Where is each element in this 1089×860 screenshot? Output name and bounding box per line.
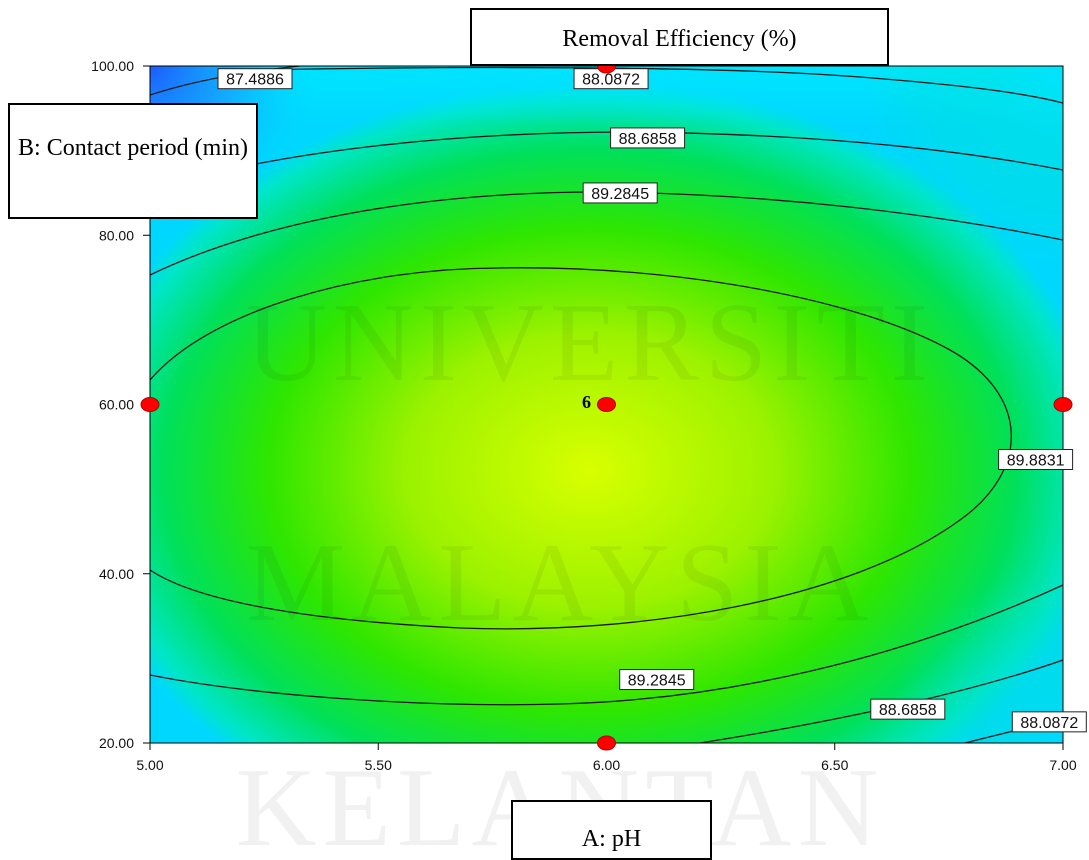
contour-label-box — [870, 698, 946, 720]
contour-label: 88.6858 — [870, 698, 946, 720]
x-tick-label: 5.00 — [136, 757, 163, 773]
contour-label: 89.2845 — [582, 182, 658, 204]
design-point — [597, 397, 616, 412]
x-tick-label: 6.50 — [821, 757, 848, 773]
contour-label-text: 87.4886 — [226, 72, 284, 89]
y-tick-label: 80.00 — [99, 227, 134, 243]
contour-label-box — [619, 669, 695, 691]
contour-label-text: 89.2845 — [628, 673, 686, 690]
contour-line-88.0872-upper — [259, 66, 1063, 104]
contour-label-box — [217, 68, 293, 90]
contour-label: 88.6858 — [610, 127, 686, 149]
y-axis-label: B: Contact period (min) — [8, 103, 258, 219]
contour-labels: 87.4886 88.0872 88.6858 89.2845 89.8831 89.28… — [217, 68, 1087, 733]
contour-label-text: 88.6858 — [879, 702, 937, 719]
x-tick-label: 6.00 — [593, 757, 620, 773]
contour-label: 88.0872 — [1011, 711, 1087, 733]
design-point — [140, 397, 160, 412]
contour-line-89.2845-lower — [150, 584, 1063, 706]
design-points — [140, 58, 1073, 751]
contour-line-89.8831 — [150, 267, 1012, 630]
x-axis-label: A: pH — [511, 800, 712, 860]
contour-label: 89.8831 — [998, 449, 1074, 471]
x-tick-label: 5.50 — [365, 757, 392, 773]
contour-label: 87.4886 — [217, 68, 293, 90]
watermark-line-2: MALAYSIA — [246, 521, 875, 645]
center-point-count: 6 — [582, 392, 591, 412]
contour-label-text: 89.8831 — [1007, 453, 1065, 470]
contour-label: 89.2845 — [619, 669, 695, 691]
y-tick-label: 100.00 — [91, 58, 134, 74]
y-tick-label: 60.00 — [99, 397, 134, 413]
contour-label-text: 88.0872 — [582, 72, 640, 89]
contour-label-box — [998, 449, 1074, 471]
contour-label-box — [1011, 711, 1087, 733]
chart-title: Removal Efficiency (%) — [470, 8, 889, 66]
x-tick-label: 7.00 — [1049, 757, 1076, 773]
contour-label-text: 89.2845 — [591, 186, 649, 203]
contour-label-text: 88.6858 — [619, 131, 677, 148]
contour-label-box — [610, 127, 686, 149]
contour-label: 88.0872 — [573, 68, 649, 90]
y-tick-label: 20.00 — [99, 735, 134, 751]
watermark-line-1: UNIVERSITI — [246, 281, 934, 405]
design-point — [597, 735, 616, 751]
design-point — [1053, 397, 1073, 412]
axes: 5.00 5.50 6.00 6.50 7.00 20.00 40.00 60.00 80.00… — [91, 58, 1077, 773]
contour-label-box — [582, 182, 658, 204]
contour-label-text: 88.0872 — [1020, 715, 1078, 732]
y-tick-label: 40.00 — [99, 566, 134, 582]
